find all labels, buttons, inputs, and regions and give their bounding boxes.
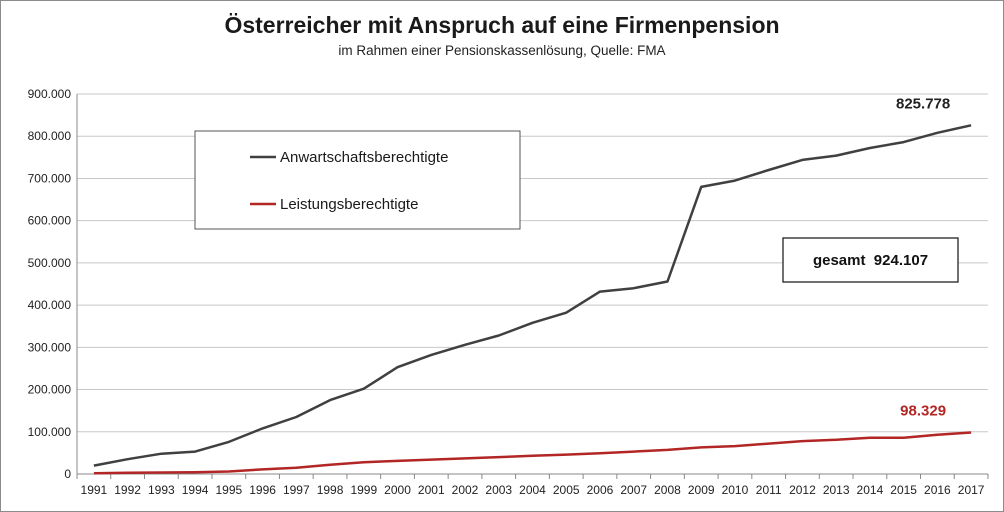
chart-subtitle: im Rahmen einer Pensionskassenlösung, Qu… bbox=[338, 43, 666, 58]
x-tick-label: 2017 bbox=[958, 483, 985, 497]
x-tick-label: 2015 bbox=[890, 483, 917, 497]
x-tick-label: 2007 bbox=[620, 483, 647, 497]
x-tick-label: 1993 bbox=[148, 483, 175, 497]
x-tick-label: 2009 bbox=[688, 483, 715, 497]
end-label-anwartschaftsberechtigte: 825.778 bbox=[896, 95, 950, 112]
chart-title: Österreicher mit Anspruch auf eine Firme… bbox=[224, 12, 780, 38]
end-label-leistungsberechtigte: 98.329 bbox=[900, 402, 946, 419]
x-tick-label: 1998 bbox=[317, 483, 344, 497]
series-line-leistungsberechtigte bbox=[93, 431, 972, 475]
x-tick-label: 1992 bbox=[114, 483, 141, 497]
x-tick-label: 1995 bbox=[215, 483, 242, 497]
x-tick-label: 1997 bbox=[283, 483, 310, 497]
x-tick-label: 2011 bbox=[756, 483, 782, 497]
x-tick-label: 2005 bbox=[553, 483, 580, 497]
x-tick-label: 2004 bbox=[519, 483, 546, 497]
x-tick-label: 2006 bbox=[587, 483, 614, 497]
series-line-anwartschaftsberechtigte bbox=[93, 124, 972, 467]
total-box bbox=[782, 237, 959, 283]
y-tick-label: 600.000 bbox=[28, 214, 72, 228]
y-tick-label: 900.000 bbox=[28, 87, 72, 101]
x-tick-label: 2000 bbox=[384, 483, 411, 497]
y-tick-label: 0 bbox=[64, 467, 71, 481]
x-tick-label: 2001 bbox=[418, 483, 445, 497]
x-tick-label: 2012 bbox=[789, 483, 816, 497]
x-tick-label: 2016 bbox=[924, 483, 951, 497]
legend-label-leistungsberechtigte: Leistungsberechtigte bbox=[280, 196, 418, 213]
x-axis-ticks: 1991 1992 1993 1994 1995 1996 1997 1998 1999 2000… bbox=[76, 474, 989, 497]
y-tick-label: 500.000 bbox=[28, 256, 72, 270]
x-tick-label: 1999 bbox=[350, 483, 377, 497]
series-lines bbox=[93, 124, 972, 475]
x-tick-label: 2013 bbox=[823, 483, 850, 497]
legend-label-anwartschaftsberechtigte: Anwartschaftsberechtigte bbox=[280, 149, 448, 166]
x-tick-label: 1991 bbox=[81, 483, 108, 497]
y-tick-label: 200.000 bbox=[28, 383, 72, 397]
y-tick-label: 300.000 bbox=[28, 340, 72, 354]
x-tick-label: 1994 bbox=[182, 483, 209, 497]
x-tick-label: 2003 bbox=[485, 483, 512, 497]
y-tick-label: 700.000 bbox=[28, 171, 72, 185]
x-tick-label: 1996 bbox=[249, 483, 276, 497]
x-tick-label: 2014 bbox=[857, 483, 884, 497]
x-tick-label: 2002 bbox=[452, 483, 479, 497]
x-tick-label: 2008 bbox=[654, 483, 681, 497]
total-label: gesamt 924.107 bbox=[813, 252, 928, 269]
x-tick-label: 2010 bbox=[722, 483, 749, 497]
y-tick-label: 100.000 bbox=[28, 425, 72, 439]
y-tick-label: 400.000 bbox=[28, 298, 72, 312]
legend-box bbox=[194, 130, 521, 230]
y-axis-ticks: 0 100.000 200.000 300.000 400.000 500.000 600.… bbox=[28, 87, 72, 481]
y-tick-label: 800.000 bbox=[28, 129, 72, 143]
